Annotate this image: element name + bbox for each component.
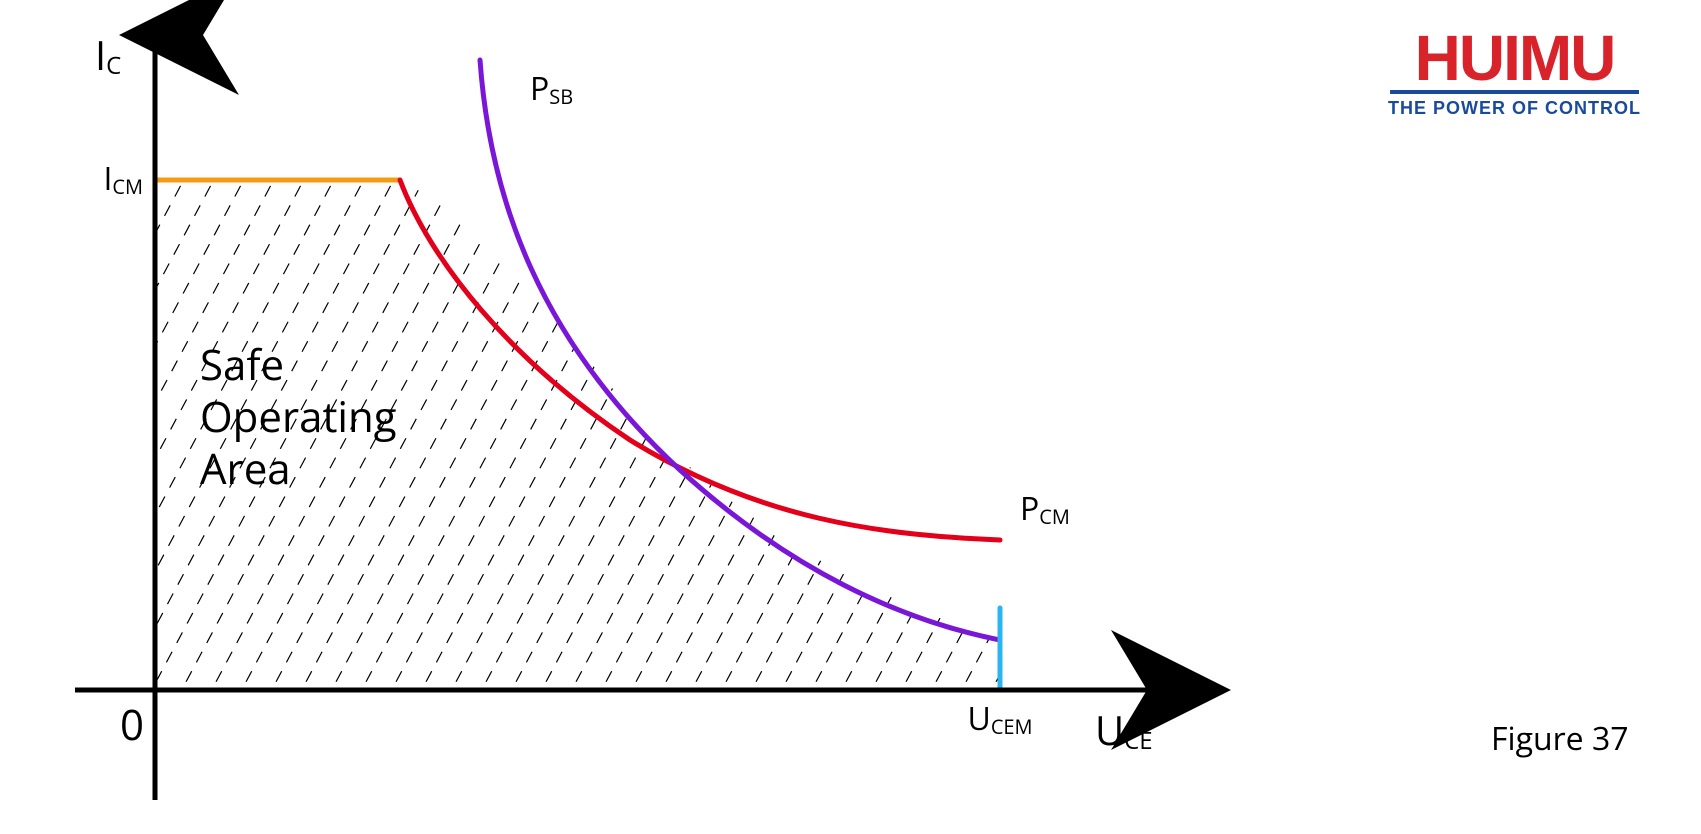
brand-tagline: THE POWER OF CONTROL [1388, 98, 1641, 119]
origin-label: 0 [120, 696, 144, 753]
brand-name: HUIMU [1388, 30, 1641, 88]
pcm-label: PCM [1020, 487, 1070, 530]
brand-logo: HUIMU THE POWER OF CONTROL [1388, 30, 1641, 119]
region-label: SafeOperatingArea [200, 336, 397, 497]
psb-curve [480, 60, 1000, 640]
x-axis-label: UCE [1095, 702, 1153, 757]
psb-label: PSB [530, 67, 573, 110]
figure-caption: Figure 37 [1491, 717, 1629, 760]
y-axis-label: IC [95, 27, 121, 82]
y-tick-icm: ICM [103, 157, 143, 200]
x-tick-ucem: UCEM [967, 697, 1032, 740]
